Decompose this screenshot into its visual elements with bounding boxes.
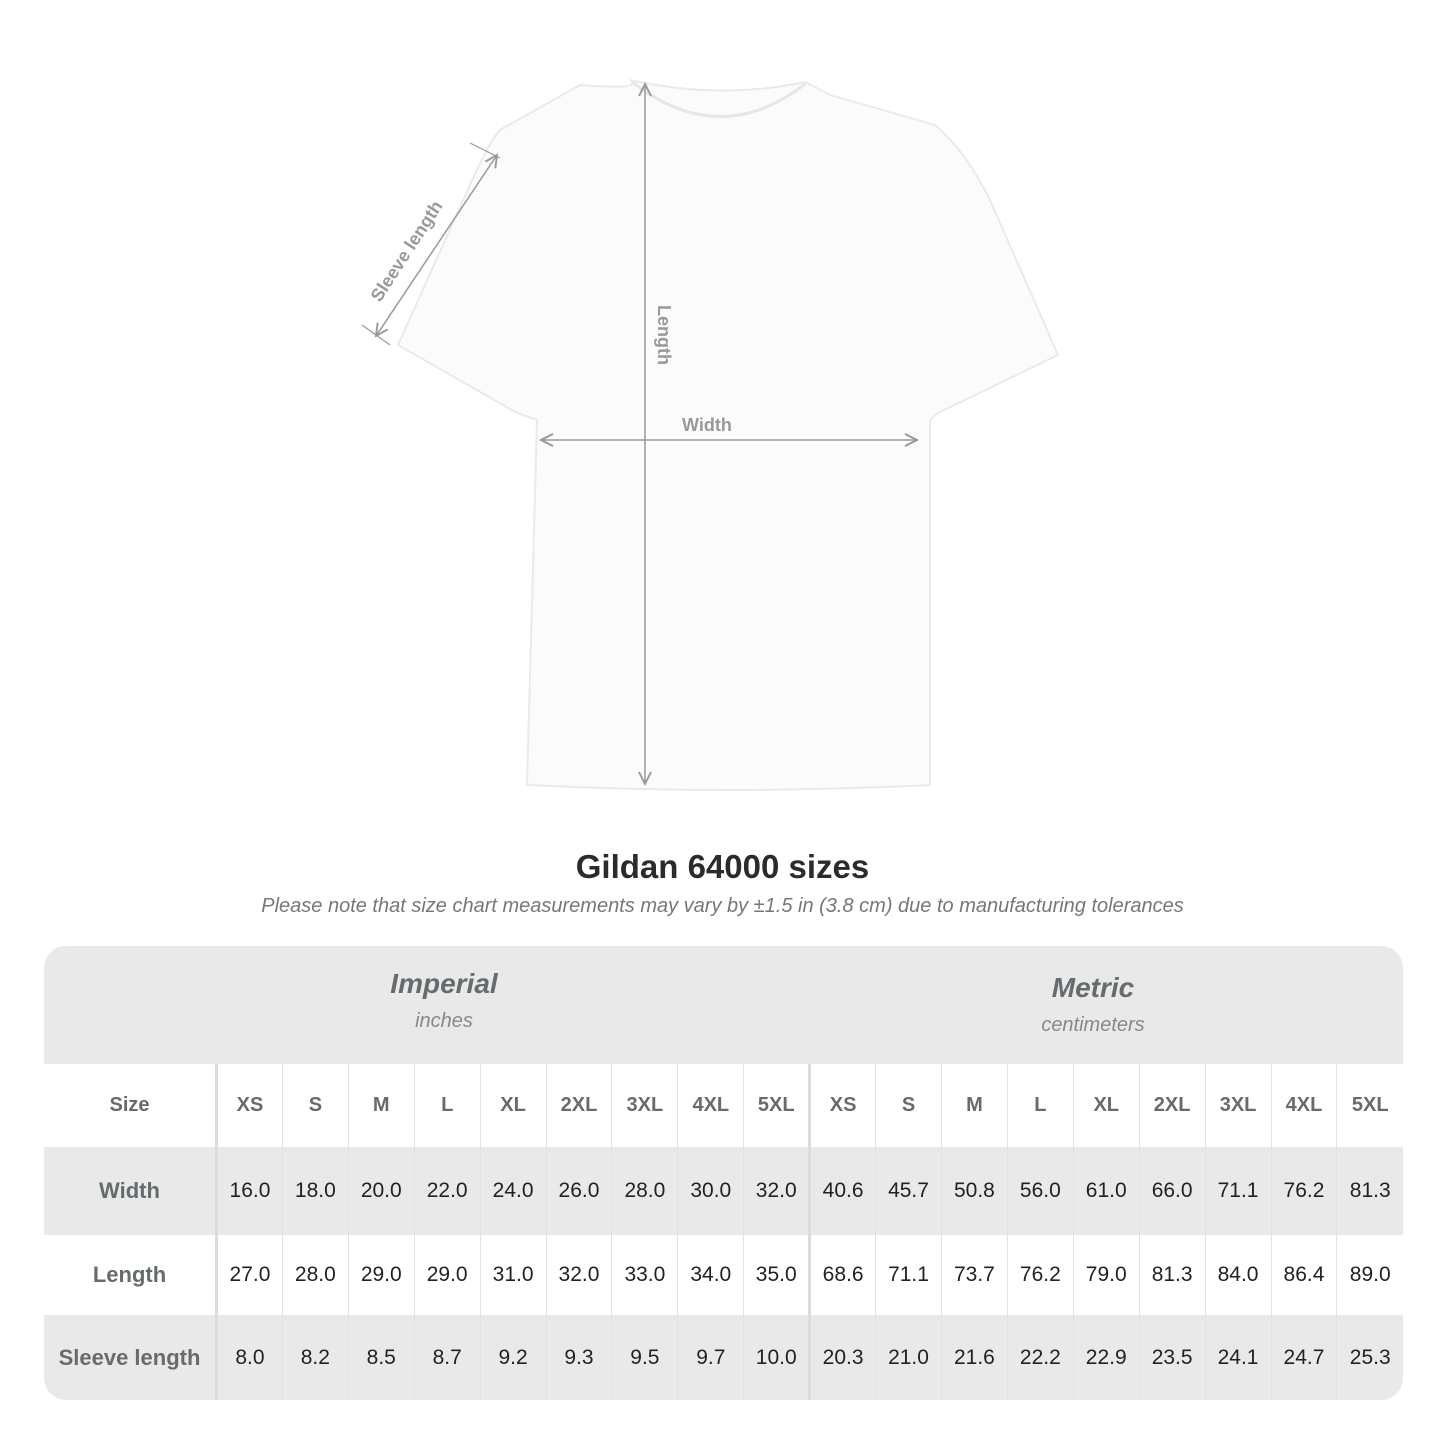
cell-imperial: 8.2 <box>281 1315 349 1400</box>
cell-metric: 66.0 <box>1138 1147 1206 1235</box>
row-label: Length <box>44 1235 218 1315</box>
size-header-imperial: 4XL <box>677 1064 744 1147</box>
cell-imperial: 20.0 <box>347 1147 415 1235</box>
metric-header: Metric centimeters <box>893 972 1293 1037</box>
unit-header: Imperial inches Metric centimeters <box>44 946 1403 1064</box>
size-header-row: Size XS S M L XL 2XL 3XL 4XL 5XL XS S M L XL 2XL 3XL 4XL 5… <box>44 1064 1403 1147</box>
cell-imperial: 18.0 <box>281 1147 349 1235</box>
size-header-metric: M <box>940 1064 1008 1147</box>
imperial-title: Imperial <box>390 968 498 999</box>
cell-imperial: 26.0 <box>545 1147 612 1235</box>
cell-metric: 61.0 <box>1072 1147 1140 1235</box>
cell-metric: 79.0 <box>1072 1235 1140 1315</box>
size-header-imperial: 5XL <box>743 1064 810 1147</box>
size-header-metric: XS <box>808 1064 876 1147</box>
cell-imperial: 29.0 <box>347 1235 415 1315</box>
size-header-metric: 3XL <box>1204 1064 1271 1147</box>
cell-metric: 45.7 <box>875 1147 942 1235</box>
metric-title: Metric <box>1051 972 1135 1003</box>
tolerance-note: Please note that size chart measurements… <box>261 895 1184 917</box>
cell-imperial: 28.0 <box>611 1147 678 1235</box>
imperial-header: Imperial inches <box>244 968 644 1033</box>
size-header-imperial: L <box>413 1064 481 1147</box>
size-header-metric: S <box>875 1064 942 1147</box>
cell-metric: 73.7 <box>940 1235 1008 1315</box>
cell-imperial: 30.0 <box>677 1147 744 1235</box>
cell-metric: 89.0 <box>1336 1235 1403 1315</box>
cell-imperial: 8.7 <box>413 1315 481 1400</box>
tshirt-shape <box>396 79 1060 791</box>
cell-imperial: 24.0 <box>479 1147 547 1235</box>
cell-metric: 21.6 <box>940 1315 1008 1400</box>
cell-metric: 81.3 <box>1138 1235 1206 1315</box>
cell-metric: 56.0 <box>1006 1147 1074 1235</box>
cell-imperial: 16.0 <box>216 1147 283 1235</box>
cell-metric: 71.1 <box>875 1235 942 1315</box>
cell-imperial: 31.0 <box>479 1235 547 1315</box>
cell-imperial: 9.3 <box>545 1315 612 1400</box>
cell-imperial: 33.0 <box>611 1235 678 1315</box>
cell-metric: 76.2 <box>1006 1235 1074 1315</box>
size-header-metric: L <box>1006 1064 1074 1147</box>
cell-metric: 24.7 <box>1270 1315 1337 1400</box>
size-header-imperial: XS <box>216 1064 283 1147</box>
cell-metric: 86.4 <box>1270 1235 1337 1315</box>
cell-imperial: 22.0 <box>413 1147 481 1235</box>
cell-imperial: 29.0 <box>413 1235 481 1315</box>
size-header-metric: XL <box>1072 1064 1140 1147</box>
page-title: Gildan 64000 sizes <box>575 848 870 885</box>
tshirt-diagram: Sleeve length Length Width <box>361 79 1060 791</box>
size-header-imperial: 3XL <box>611 1064 678 1147</box>
cell-metric: 22.2 <box>1006 1315 1074 1400</box>
table-row: Length 27.0 28.0 29.0 29.0 31.0 32.0 33.0 34.0 35… <box>44 1235 1403 1315</box>
table-row: Width 16.0 18.0 20.0 22.0 24.0 26.0 28.0 30.0 32.… <box>44 1147 1403 1235</box>
cell-metric: 40.6 <box>808 1147 876 1235</box>
size-header-imperial: 2XL <box>545 1064 612 1147</box>
cell-metric: 71.1 <box>1204 1147 1271 1235</box>
cell-imperial: 32.0 <box>545 1235 612 1315</box>
cell-metric: 76.2 <box>1270 1147 1337 1235</box>
cell-metric: 84.0 <box>1204 1235 1271 1315</box>
size-header-metric: 4XL <box>1270 1064 1337 1147</box>
cell-imperial: 8.0 <box>216 1315 283 1400</box>
cell-metric: 22.9 <box>1072 1315 1140 1400</box>
cell-metric: 23.5 <box>1138 1315 1206 1400</box>
size-header-metric: 2XL <box>1138 1064 1206 1147</box>
sleeve-arrow <box>376 155 497 336</box>
size-header-metric: 5XL <box>1336 1064 1403 1147</box>
cell-imperial: 32.0 <box>743 1147 810 1235</box>
table-row: Sleeve length 8.0 8.2 8.5 8.7 9.2 9.3 9.5 9.7 10.… <box>44 1315 1403 1400</box>
size-table: Imperial inches Metric centimeters Size X… <box>44 946 1403 1400</box>
size-grid: Size XS S M L XL 2XL 3XL 4XL 5XL XS S M L XL 2XL 3XL 4XL 5… <box>44 1064 1403 1400</box>
cell-imperial: 34.0 <box>677 1235 744 1315</box>
cell-metric: 20.3 <box>808 1315 876 1400</box>
size-header-imperial: XL <box>479 1064 547 1147</box>
cell-metric: 68.6 <box>808 1235 876 1315</box>
cell-metric: 21.0 <box>875 1315 942 1400</box>
cell-imperial: 28.0 <box>281 1235 349 1315</box>
row-label: Size <box>44 1064 218 1147</box>
cell-imperial: 27.0 <box>216 1235 283 1315</box>
imperial-unit: inches <box>415 1010 473 1032</box>
cell-imperial: 9.2 <box>479 1315 547 1400</box>
metric-unit: centimeters <box>1041 1014 1145 1036</box>
row-label: Width <box>44 1147 218 1235</box>
row-label: Sleeve length <box>44 1315 218 1400</box>
cell-metric: 25.3 <box>1336 1315 1403 1400</box>
cell-imperial: 8.5 <box>347 1315 415 1400</box>
cell-imperial: 9.7 <box>677 1315 744 1400</box>
cell-imperial: 9.5 <box>611 1315 678 1400</box>
cell-metric: 81.3 <box>1336 1147 1403 1235</box>
cell-imperial: 35.0 <box>743 1235 810 1315</box>
cell-metric: 50.8 <box>940 1147 1008 1235</box>
cell-imperial: 10.0 <box>743 1315 810 1400</box>
cell-metric: 24.1 <box>1204 1315 1271 1400</box>
size-header-imperial: S <box>281 1064 349 1147</box>
size-header-imperial: M <box>347 1064 415 1147</box>
length-label: Length <box>654 305 674 365</box>
width-label: Width <box>682 415 732 435</box>
